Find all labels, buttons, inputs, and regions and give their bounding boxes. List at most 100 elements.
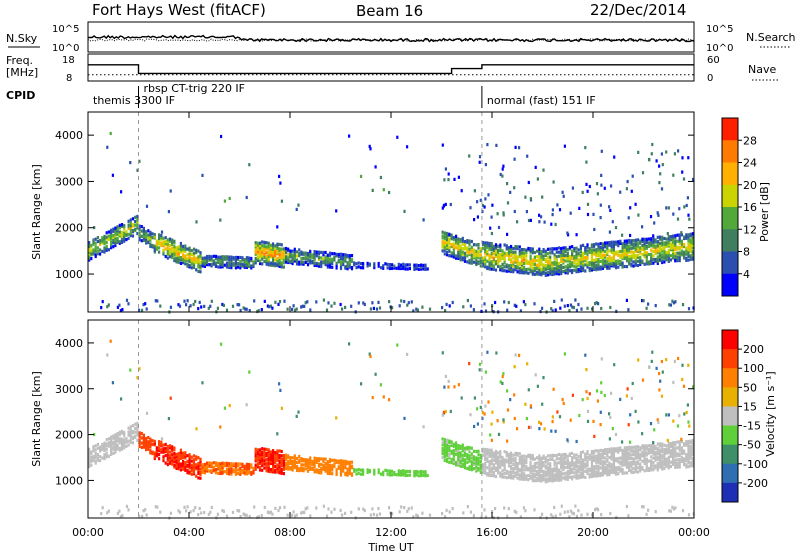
velocity-cell-2251: [641, 378, 645, 382]
velocity-cell-57: [105, 442, 108, 446]
velocity-cell-380: [208, 463, 211, 467]
velocity-cell-955: [466, 457, 469, 461]
power-cell-1753: [641, 247, 644, 251]
power-cell-1914: [674, 236, 677, 240]
power-cell-2058: [278, 300, 282, 304]
power-cell-2217: [613, 155, 616, 159]
velocity-cell-1802: [652, 456, 655, 460]
velocity-cell-1436: [575, 474, 578, 478]
power-cell-81: [114, 240, 117, 244]
velocity-cell-1511: [590, 457, 593, 461]
power-cell-2368: [129, 161, 132, 165]
power-cell-1229: [529, 256, 532, 260]
power-cell-186: [147, 229, 150, 233]
velocity-cell-495: [256, 448, 259, 452]
velocity-cell-7: [88, 451, 91, 455]
power-cell-199: [153, 248, 156, 252]
velocity-cell-726: [328, 465, 332, 469]
power-cell-206: [155, 246, 158, 250]
power-cell-1171: [516, 255, 519, 259]
power-cell-803: [377, 261, 380, 266]
velocity-cell-46: [103, 453, 106, 457]
velocity-cell-651: [298, 454, 301, 459]
power-cell-201: [153, 244, 156, 248]
velocity-cell-2360: [295, 414, 298, 418]
velocity-cell-1785: [647, 447, 651, 452]
velocity-cell-216: [158, 440, 161, 444]
velocity-cell-1355: [555, 453, 558, 457]
velocity-cell-640: [293, 456, 296, 460]
velocity-cell-765: [344, 459, 347, 463]
velocity-cell-859: [443, 455, 446, 459]
x-tick-label-0: 00:00: [72, 526, 104, 539]
power-cell-294: [182, 257, 185, 261]
power-cell-399: [217, 257, 220, 261]
velocity-cell-1222: [527, 453, 530, 457]
power-cell-2100: [412, 309, 415, 313]
velocity-cell-1514: [590, 450, 593, 454]
power-cell-1591: [606, 243, 609, 247]
velocity-cell-1042: [488, 460, 491, 464]
velocity-cell-788: [357, 471, 360, 475]
power-cell-1192: [520, 255, 524, 260]
velocity-cell-1437: [575, 472, 578, 476]
power-cell-495: [256, 241, 259, 245]
power-cell-307: [184, 246, 187, 250]
power-cell-1702: [630, 246, 633, 250]
velocity-cell-281: [177, 458, 180, 462]
velocity-cell-1317: [549, 471, 552, 475]
velocity-cell-1641: [617, 446, 620, 451]
velocity-cell-733: [331, 464, 334, 468]
velocity-cell-903: [452, 448, 455, 453]
power-cell-2138: [560, 298, 563, 302]
power-cell-2343: [368, 144, 371, 148]
velocity-cell-412: [221, 461, 224, 465]
power-cell-1411: [568, 259, 571, 263]
velocity-cell-1613: [612, 471, 615, 475]
power-cell-661: [302, 251, 305, 255]
velocity-cell-749: [339, 469, 343, 473]
power-cell-1243: [531, 247, 534, 251]
power-cell-2345: [374, 165, 377, 169]
power-cell-1169: [516, 259, 519, 263]
power-cell-1537: [597, 266, 600, 270]
velocity-cell-1942: [680, 446, 683, 450]
power-cell-39: [101, 249, 104, 253]
velocity-cell-1488: [586, 469, 589, 473]
velocity-cell-1156: [514, 467, 517, 471]
power-cell-1880: [667, 241, 670, 245]
velocity-cell-1012: [481, 463, 485, 467]
power-cell-732: [331, 259, 334, 263]
power-cell-1223: [529, 270, 532, 274]
power-cell-1247: [533, 262, 536, 266]
power-cell-1852: [663, 260, 666, 264]
velocity-cell-2153: [597, 508, 600, 512]
velocity-cell-668: [306, 466, 310, 470]
velocity-cell-1343: [553, 459, 556, 463]
vel-cbar-frame: [721, 329, 739, 503]
velocity-cell-1985: [689, 439, 692, 443]
power-cell-365: [201, 260, 204, 264]
velocity-cell-45: [103, 454, 106, 459]
power-cell-72: [112, 245, 115, 249]
velocity-cell-112: [123, 446, 126, 450]
power-cell-254: [171, 249, 174, 254]
power-cell-1752: [641, 253, 644, 257]
velocity-cell-1619: [612, 459, 615, 463]
power-cell-1440: [575, 258, 578, 262]
velocity-cell-2136: [554, 514, 557, 518]
velocity-cell-2027: [197, 513, 200, 517]
velocity-cell-1034: [486, 450, 489, 454]
power-cell-517: [263, 252, 266, 256]
velocity-cell-532: [267, 469, 270, 473]
power-cell-103: [118, 223, 121, 227]
power-cell-1795: [650, 242, 653, 246]
power-cell-130: [129, 234, 132, 238]
power-cell-674: [309, 259, 312, 263]
power-cbar-swatch-5: [722, 229, 738, 252]
power-cell-842: [420, 267, 423, 271]
velocity-cell-2321: [509, 398, 512, 402]
velocity-cell-1809: [654, 466, 657, 470]
power-cell-736: [333, 255, 336, 259]
power-cell-160: [138, 228, 141, 232]
